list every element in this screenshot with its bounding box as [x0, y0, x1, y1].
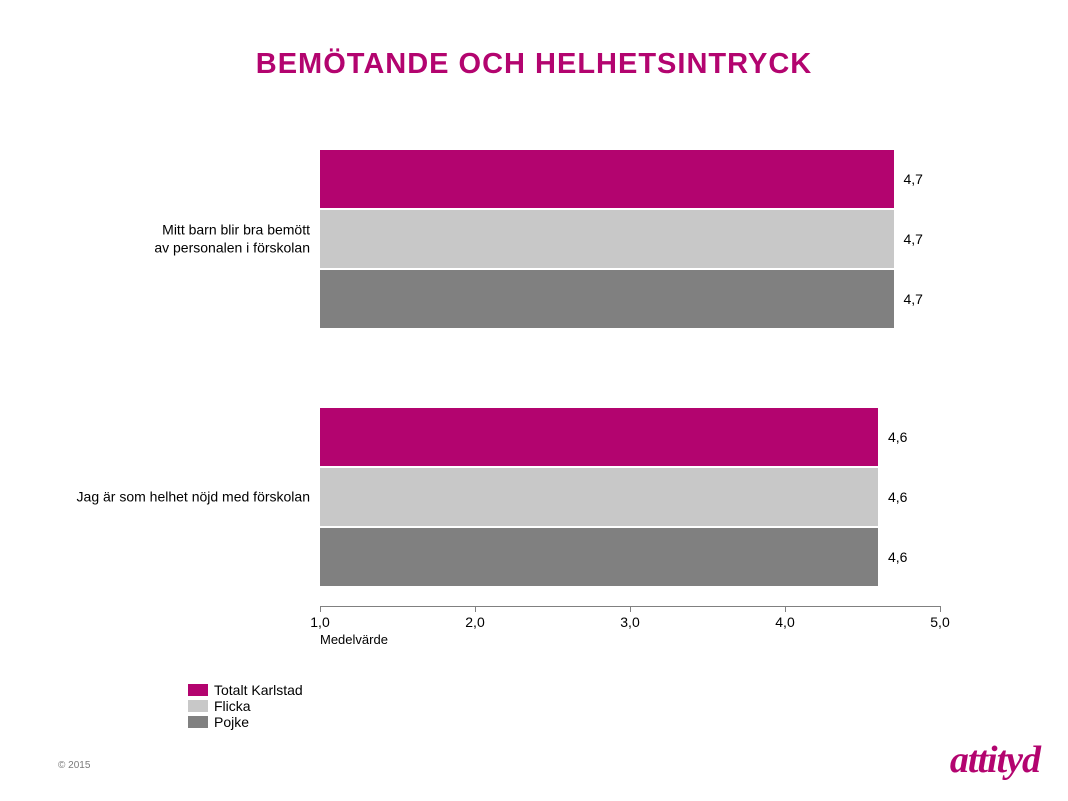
bar-value-label: 4,6 — [888, 489, 907, 505]
x-tick — [475, 606, 476, 612]
category-label: Mitt barn blir bra bemöttav personalen i… — [10, 222, 310, 257]
legend-item-totalt: Totalt Karlstad — [188, 682, 303, 698]
category-label: Jag är som helhet nöjd med förskolan — [10, 488, 310, 506]
legend-label: Pojke — [214, 714, 249, 730]
bar-group: 4,6 4,6 4,6 — [320, 408, 940, 586]
bar-pojke — [320, 528, 878, 586]
x-tick-label: 4,0 — [775, 614, 794, 630]
x-tick-label: 3,0 — [620, 614, 639, 630]
legend-label: Totalt Karlstad — [214, 682, 303, 698]
legend-swatch — [188, 684, 208, 696]
bar-flicka — [320, 468, 878, 526]
legend: Totalt KarlstadFlickaPojke — [188, 682, 303, 730]
x-axis-title: Medelvärde — [320, 632, 388, 647]
brand-logo: attityd — [950, 741, 1040, 779]
bar-value-label: 4,7 — [904, 291, 923, 307]
bar-value-label: 4,6 — [888, 429, 907, 445]
legend-label: Flicka — [214, 698, 251, 714]
bar-totalt — [320, 150, 894, 208]
bar-value-label: 4,6 — [888, 549, 907, 565]
bar-row: 4,7 — [320, 270, 940, 328]
legend-item-flicka: Flicka — [188, 698, 303, 714]
category-label-line: Jag är som helhet nöjd med förskolan — [10, 488, 310, 506]
category-label-line: Mitt barn blir bra bemött — [10, 222, 310, 240]
bar-pojke — [320, 270, 894, 328]
x-tick — [320, 606, 321, 612]
bar-row: 4,7 — [320, 210, 940, 268]
bar-totalt — [320, 408, 878, 466]
x-tick — [940, 606, 941, 612]
legend-swatch — [188, 716, 208, 728]
bar-row: 4,7 — [320, 150, 940, 208]
bar-value-label: 4,7 — [904, 171, 923, 187]
x-tick — [785, 606, 786, 612]
bar-group: 4,7 4,7 4,7 — [320, 150, 940, 328]
x-tick — [630, 606, 631, 612]
bar-flicka — [320, 210, 894, 268]
x-tick-label: 5,0 — [930, 614, 949, 630]
bar-row: 4,6 — [320, 468, 940, 526]
bar-value-label: 4,7 — [904, 231, 923, 247]
x-tick-label: 1,0 — [310, 614, 329, 630]
copyright: © 2015 — [58, 760, 90, 771]
page-title: BEMÖTANDE OCH HELHETSINTRYCK — [0, 48, 1068, 81]
legend-item-pojke: Pojke — [188, 714, 303, 730]
category-label-line: av personalen i förskolan — [10, 239, 310, 257]
bar-row: 4,6 — [320, 528, 940, 586]
legend-swatch — [188, 700, 208, 712]
bar-row: 4,6 — [320, 408, 940, 466]
x-tick-label: 2,0 — [465, 614, 484, 630]
